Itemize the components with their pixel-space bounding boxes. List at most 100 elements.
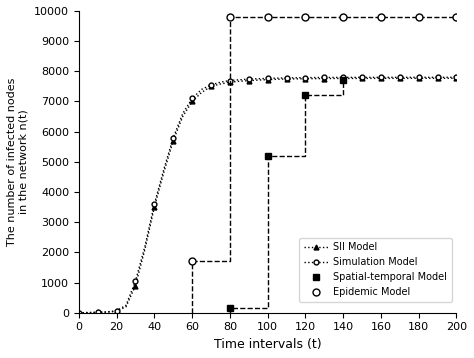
Simulation Model (170, 136, 176, 140)
Simulation Model (180, 111, 185, 116)
Simulation Model (397, 75, 403, 79)
Simulation Model (246, 77, 252, 81)
Epidemic Model (189, 259, 195, 263)
Simulation Model (416, 75, 421, 79)
Epidemic Model (378, 15, 384, 19)
Simulation Model (312, 76, 318, 80)
Simulation Model (331, 75, 337, 79)
SII Model (237, 79, 242, 83)
Y-axis label: The number of infected nodes
in the network n(t): The number of infected nodes in the netw… (7, 78, 28, 246)
Simulation Model (284, 76, 290, 80)
SII Model (340, 76, 346, 81)
Simulation Model (85, 310, 91, 315)
SII Model (331, 76, 337, 81)
SII Model (227, 80, 233, 84)
SII Model (95, 310, 100, 315)
Simulation Model (237, 78, 242, 82)
SII Model (114, 309, 119, 313)
Line: Epidemic Model: Epidemic Model (189, 14, 460, 265)
SII Model (378, 76, 384, 81)
SII Model (246, 78, 252, 83)
SII Model (180, 115, 185, 119)
SII Model (350, 76, 356, 81)
SII Model (152, 205, 157, 209)
Simulation Model (114, 309, 119, 313)
Simulation Model (388, 75, 393, 79)
Simulation Model (199, 87, 204, 92)
Epidemic Model (302, 15, 308, 19)
SII Model (142, 247, 148, 252)
Simulation Model (189, 96, 195, 101)
SII Model (435, 76, 440, 81)
Simulation Model (265, 76, 271, 81)
SII Model (76, 311, 82, 315)
SII Model (85, 310, 91, 315)
SII Model (284, 77, 290, 81)
SII Model (170, 139, 176, 143)
Simulation Model (208, 83, 214, 87)
Simulation Model (133, 279, 138, 283)
Simulation Model (302, 76, 308, 80)
SII Model (218, 82, 223, 86)
SII Model (255, 78, 261, 82)
Spatial-temporal Model (265, 154, 271, 158)
Simulation Model (425, 75, 431, 79)
SII Model (321, 76, 327, 81)
SII Model (293, 77, 299, 81)
Simulation Model (359, 75, 365, 79)
Line: SII Model: SII Model (76, 76, 459, 315)
Spatial-temporal Model (340, 78, 346, 82)
SII Model (199, 90, 204, 95)
Simulation Model (123, 303, 129, 308)
Simulation Model (227, 78, 233, 83)
Epidemic Model (265, 15, 271, 19)
Simulation Model (321, 75, 327, 79)
SII Model (359, 76, 365, 81)
SII Model (454, 76, 459, 81)
SII Model (425, 76, 431, 81)
Simulation Model (435, 75, 440, 79)
SII Model (104, 310, 110, 314)
Epidemic Model (416, 15, 421, 19)
SII Model (189, 100, 195, 104)
SII Model (416, 76, 421, 81)
SII Model (274, 77, 280, 82)
Legend: SII Model, Simulation Model, Spatial-temporal Model, Epidemic Model: SII Model, Simulation Model, Spatial-tem… (299, 238, 452, 302)
Simulation Model (406, 75, 412, 79)
Epidemic Model (340, 15, 346, 19)
X-axis label: Time intervals (t): Time intervals (t) (214, 338, 321, 351)
Epidemic Model (454, 15, 459, 19)
Simulation Model (340, 75, 346, 79)
Spatial-temporal Model (227, 306, 233, 310)
Simulation Model (142, 244, 148, 248)
SII Model (397, 76, 403, 81)
SII Model (208, 84, 214, 88)
Simulation Model (76, 311, 82, 315)
Spatial-temporal Model (302, 93, 308, 98)
SII Model (123, 305, 129, 309)
Simulation Model (218, 80, 223, 84)
Simulation Model (161, 167, 167, 171)
Simulation Model (369, 75, 374, 79)
Simulation Model (255, 77, 261, 81)
Simulation Model (378, 75, 384, 79)
SII Model (312, 77, 318, 81)
SII Model (133, 284, 138, 288)
SII Model (369, 76, 374, 81)
Epidemic Model (227, 15, 233, 19)
Simulation Model (293, 76, 299, 80)
Simulation Model (104, 310, 110, 314)
SII Model (161, 170, 167, 175)
SII Model (444, 76, 450, 81)
Simulation Model (152, 202, 157, 206)
SII Model (265, 77, 271, 82)
SII Model (406, 76, 412, 81)
Line: Spatial-temporal Model: Spatial-temporal Model (227, 77, 346, 312)
Line: Simulation Model: Simulation Model (76, 75, 459, 315)
Simulation Model (95, 310, 100, 314)
Simulation Model (350, 75, 356, 79)
Simulation Model (444, 75, 450, 79)
Simulation Model (454, 75, 459, 79)
SII Model (388, 76, 393, 81)
SII Model (302, 77, 308, 81)
